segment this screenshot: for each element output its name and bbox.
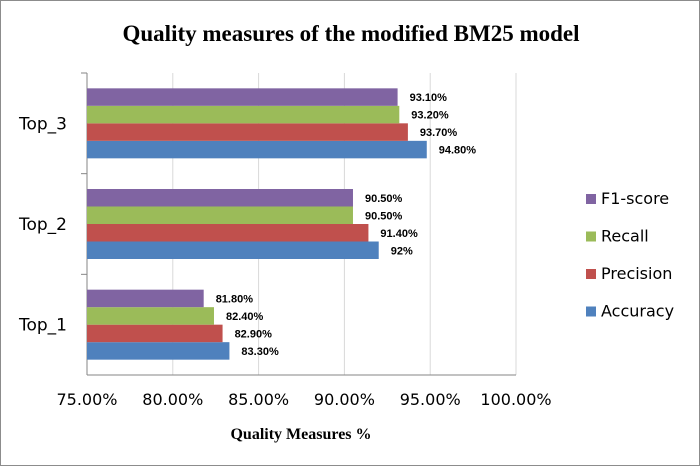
y-category-label: Top_3 — [18, 114, 67, 134]
data-label: 93.10% — [410, 92, 448, 104]
bar-recall-top_3 — [87, 105, 400, 124]
x-tick-label: 85.00% — [228, 390, 289, 409]
bars — [87, 88, 427, 360]
bar-accuracy-top_1 — [87, 342, 230, 360]
x-tick-label: 75.00% — [56, 390, 117, 409]
x-tick-label: 90.00% — [314, 390, 375, 409]
legend-label: Precision — [601, 264, 672, 283]
legend: F1-score Recall Precision Accuracy — [586, 189, 674, 321]
data-label: 92% — [391, 245, 413, 257]
legend-label: Recall — [601, 227, 649, 246]
y-category-label: Top_1 — [18, 316, 67, 336]
data-label: 93.20% — [411, 110, 449, 122]
data-label: 90.50% — [365, 193, 403, 205]
tick-labels: 75.00% 80.00% 85.00% 90.00% 95.00% 100.00% Top… — [18, 114, 552, 409]
data-label: 81.80% — [216, 293, 254, 305]
y-category-label: Top_2 — [18, 215, 67, 235]
data-label: 94.80% — [439, 145, 477, 157]
bar-f1-score-top_2 — [87, 189, 353, 207]
data-label: 82.90% — [235, 328, 273, 340]
legend-label: F1-score — [601, 189, 669, 208]
legend-swatch-recall — [586, 231, 596, 242]
bar-accuracy-top_3 — [87, 140, 427, 159]
legend-swatch-accuracy — [586, 306, 596, 317]
legend-swatch-precision — [586, 269, 596, 279]
data-label: 83.30% — [241, 346, 279, 358]
data-label: 82.40% — [226, 311, 264, 323]
data-label: 90.50% — [365, 210, 403, 222]
x-tick-label: 100.00% — [480, 390, 551, 409]
bar-f1-score-top_3 — [87, 88, 398, 106]
bar-precision-top_2 — [87, 224, 369, 242]
bar-precision-top_1 — [87, 324, 223, 343]
bar-f1-score-top_1 — [87, 289, 204, 308]
x-tick-label: 95.00% — [400, 390, 461, 409]
legend-swatch-f1-score — [586, 194, 596, 204]
x-tick-label: 80.00% — [142, 390, 203, 409]
chart-title: Quality measures of the modified BM25 mo… — [123, 21, 580, 46]
bar-recall-top_2 — [87, 206, 353, 224]
legend-label: Accuracy — [601, 302, 674, 321]
data-label: 91.40% — [380, 228, 418, 240]
bar-accuracy-top_2 — [87, 241, 379, 259]
x-axis-title: Quality Measures % — [230, 426, 371, 443]
data-labels: 83.30% 82.90% 82.40% 81.80% 92% 91.40% 90.50% 9… — [216, 92, 477, 358]
bar-precision-top_3 — [87, 123, 408, 141]
data-label: 93.70% — [420, 127, 458, 139]
bar-recall-top_1 — [87, 307, 214, 325]
